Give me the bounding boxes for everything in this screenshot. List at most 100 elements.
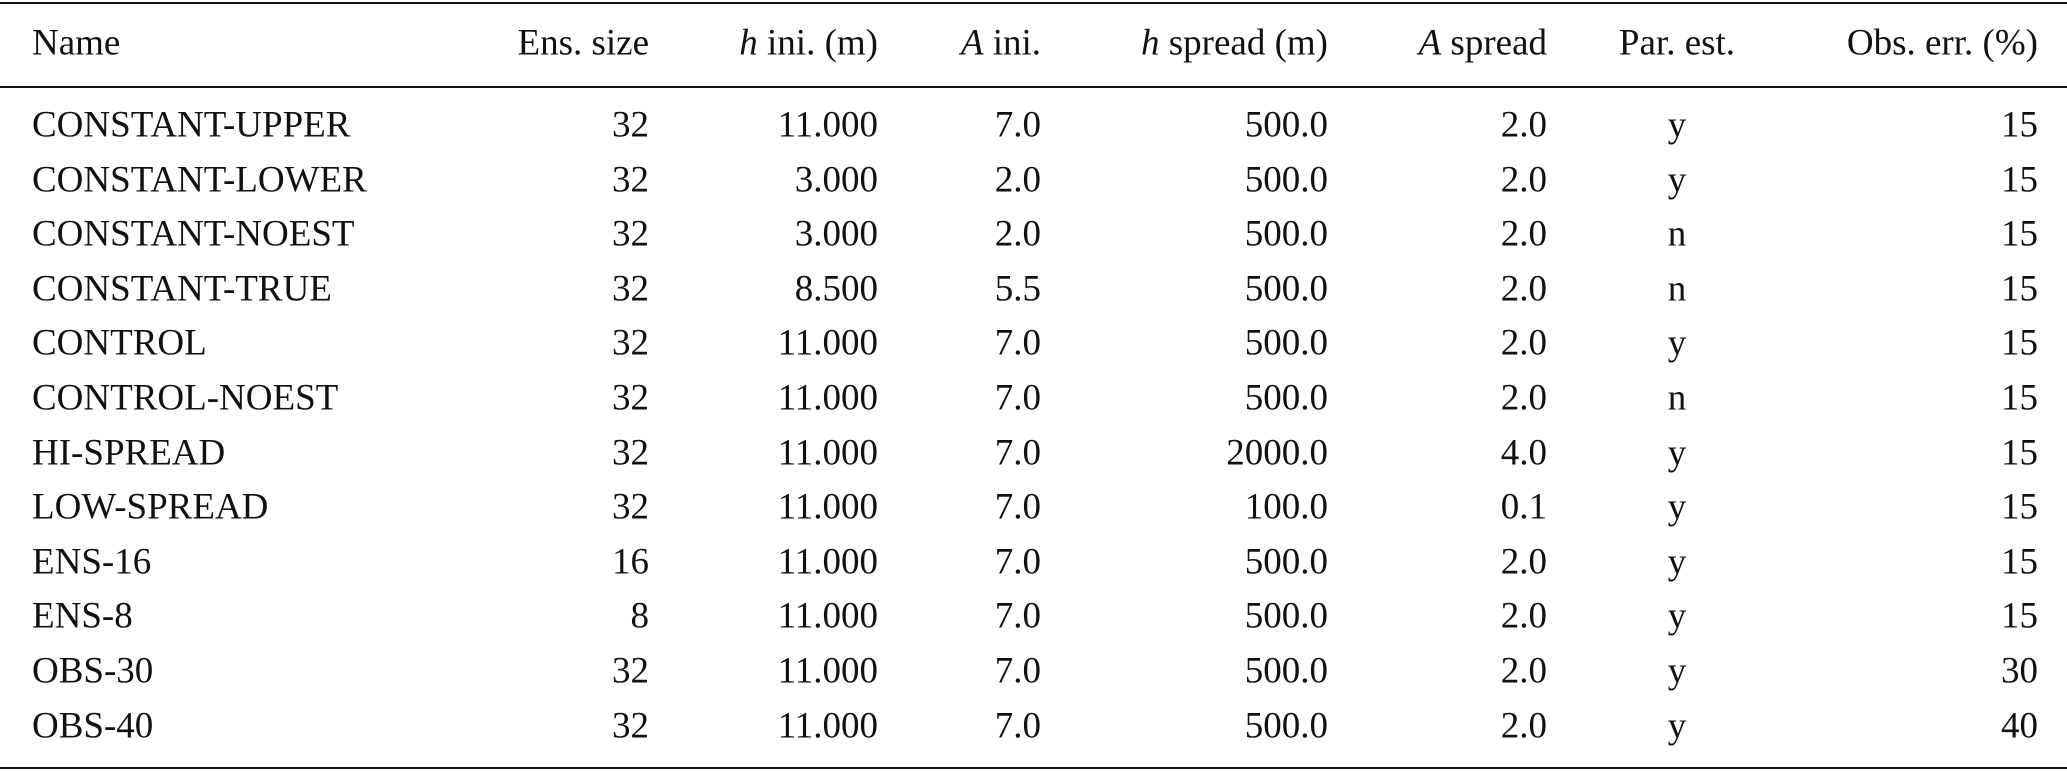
header-text: ini. <box>983 22 1041 64</box>
header-variable: h <box>739 22 758 64</box>
row-name: CONTROL <box>32 322 207 364</box>
table-cell: 2.0 <box>1500 541 1547 583</box>
table-cell: 500.0 <box>1244 595 1328 637</box>
row-name: OBS-40 <box>32 705 154 747</box>
table-cell: 500.0 <box>1244 159 1328 201</box>
row-name: ENS-8 <box>32 595 133 637</box>
table-cell: 500.0 <box>1244 322 1328 364</box>
header-text: spread <box>1441 22 1547 64</box>
table-cell: 500.0 <box>1244 650 1328 692</box>
row-name: CONSTANT-TRUE <box>32 268 332 310</box>
table-cell: y <box>1667 595 1687 637</box>
table-cell: 15 <box>2001 432 2038 474</box>
table-cell: 2.0 <box>1500 322 1547 364</box>
table-cell: 15 <box>2001 213 2038 255</box>
table-cell: 11.000 <box>777 595 878 637</box>
table-cell: 7.0 <box>994 595 1041 637</box>
table-cell: 32 <box>612 159 649 201</box>
table-cell: 3.000 <box>794 213 878 255</box>
table-cell: 11.000 <box>777 650 878 692</box>
table-cell: 500.0 <box>1244 268 1328 310</box>
header-variable: h <box>1141 22 1160 64</box>
table-cell: 32 <box>612 268 649 310</box>
table-cell: 500.0 <box>1244 377 1328 419</box>
table-cell: 2.0 <box>994 159 1041 201</box>
table-cell: 11.000 <box>777 322 878 364</box>
table-cell: 15 <box>2001 541 2038 583</box>
table-cell: 11.000 <box>777 486 878 528</box>
table-cell: y <box>1667 322 1687 364</box>
table-cell: n <box>1667 377 1687 419</box>
row-name: OBS-30 <box>32 650 154 692</box>
table-cell: 15 <box>2001 486 2038 528</box>
bottom-rule <box>0 767 2067 769</box>
row-name: CONSTANT-LOWER <box>32 159 367 201</box>
header-cell: Name <box>32 22 121 64</box>
top-rule <box>0 2 2067 4</box>
header-text: ini. (m) <box>757 22 878 64</box>
header-variable: A <box>960 22 984 64</box>
table-cell: 4.0 <box>1500 432 1547 474</box>
table-cell: 11.000 <box>777 432 878 474</box>
table-cell: y <box>1667 541 1687 583</box>
table-cell: 15 <box>2001 268 2038 310</box>
table-cell: 32 <box>612 486 649 528</box>
table-cell: 15 <box>2001 377 2038 419</box>
table-cell: 15 <box>2001 104 2038 146</box>
table-cell: 7.0 <box>994 377 1041 419</box>
table-cell: 40 <box>2001 705 2038 747</box>
header-cell: h ini. (m) <box>739 25 878 62</box>
table-cell: 32 <box>612 377 649 419</box>
table-cell: 2.0 <box>1500 213 1547 255</box>
table-cell: 500.0 <box>1244 213 1328 255</box>
table-cell: 15 <box>2001 159 2038 201</box>
table-cell: 500.0 <box>1244 541 1328 583</box>
table-cell: 7.0 <box>994 541 1041 583</box>
table-cell: 2.0 <box>1500 705 1547 747</box>
header-cell: A spread <box>1419 25 1547 62</box>
row-name: LOW-SPREAD <box>32 486 269 528</box>
table-cell: 7.0 <box>994 486 1041 528</box>
table-cell: 32 <box>612 650 649 692</box>
row-name: CONSTANT-UPPER <box>32 104 351 146</box>
table-cell: 11.000 <box>777 705 878 747</box>
table-cell: 32 <box>612 213 649 255</box>
table-cell: 15 <box>2001 595 2038 637</box>
table-cell: y <box>1667 104 1687 146</box>
header-cell: Ens. size <box>517 22 649 64</box>
table-cell: 5.5 <box>994 268 1041 310</box>
table-cell: 7.0 <box>994 432 1041 474</box>
row-name: ENS-16 <box>32 541 152 583</box>
table-cell: 30 <box>2001 650 2038 692</box>
table-cell: 2.0 <box>1500 595 1547 637</box>
table-cell: y <box>1667 432 1687 474</box>
row-name: CONSTANT-NOEST <box>32 213 355 255</box>
table-cell: y <box>1667 705 1687 747</box>
header-cell: Par. est. <box>1618 22 1736 64</box>
table-cell: 2.0 <box>1500 377 1547 419</box>
table-cell: 2.0 <box>994 213 1041 255</box>
table-cell: 100.0 <box>1244 486 1328 528</box>
table-cell: 2.0 <box>1500 159 1547 201</box>
table-cell: 15 <box>2001 322 2038 364</box>
header-text: spread (m) <box>1159 22 1328 64</box>
table-cell: 500.0 <box>1244 705 1328 747</box>
table-cell: 500.0 <box>1244 104 1328 146</box>
table-cell: 32 <box>612 705 649 747</box>
table-cell: y <box>1667 650 1687 692</box>
table-cell: 16 <box>612 541 649 583</box>
table-cell: 7.0 <box>994 322 1041 364</box>
header-cell: h spread (m) <box>1141 25 1328 62</box>
row-name: HI-SPREAD <box>32 432 226 474</box>
table-cell: 32 <box>612 104 649 146</box>
header-variable: A <box>1418 22 1442 64</box>
header-rule <box>0 86 2067 88</box>
table-cell: 2.0 <box>1500 650 1547 692</box>
table-cell: 7.0 <box>994 650 1041 692</box>
table-cell: 2.0 <box>1500 268 1547 310</box>
table-cell: 32 <box>612 322 649 364</box>
table-cell: 3.000 <box>794 159 878 201</box>
table-cell: n <box>1667 268 1687 310</box>
header-cell: Obs. err. (%) <box>1846 22 2038 64</box>
